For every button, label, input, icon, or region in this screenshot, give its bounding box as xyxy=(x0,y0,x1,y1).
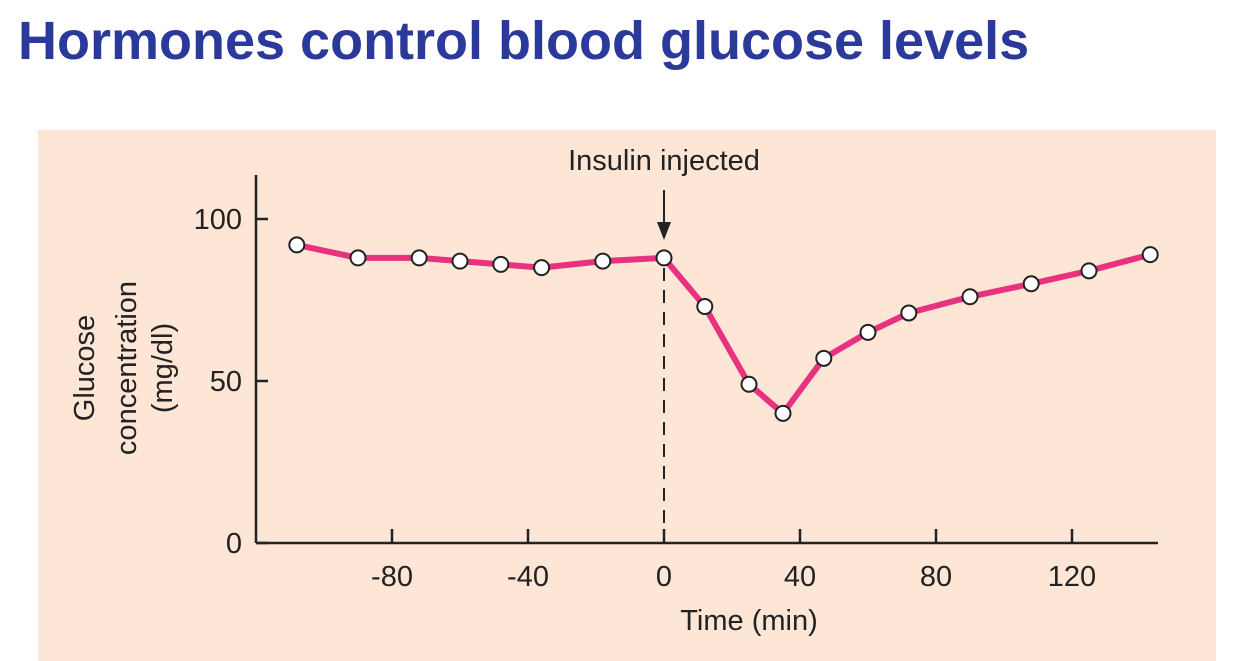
data-point xyxy=(696,297,714,315)
y-axis-label-line: (mg/dl) xyxy=(147,323,179,413)
figure-panel xyxy=(38,130,1216,661)
data-point xyxy=(1141,246,1159,264)
insulin-annotation-label: Insulin injected xyxy=(568,145,760,177)
data-point xyxy=(815,349,833,367)
data-point xyxy=(410,249,428,267)
data-point xyxy=(740,375,758,393)
insulin-arrow-head xyxy=(657,222,671,240)
data-point xyxy=(451,252,469,270)
data-point xyxy=(900,304,918,322)
data-point xyxy=(655,249,673,267)
x-tick-label: 0 xyxy=(656,561,672,593)
data-point xyxy=(961,288,979,306)
data-point xyxy=(594,252,612,270)
y-axis-label-line: concentration xyxy=(111,281,143,455)
data-point xyxy=(492,255,510,273)
y-axis-label-line: Glucose xyxy=(69,315,101,421)
x-tick-label: 80 xyxy=(920,561,952,593)
data-point xyxy=(533,259,551,277)
data-point xyxy=(1080,262,1098,280)
y-tick-label: 50 xyxy=(210,366,242,398)
data-point xyxy=(349,249,367,267)
x-axis-label: Time (min) xyxy=(680,605,817,637)
glucose-series-line xyxy=(293,241,1154,417)
slide-title: Hormones control blood glucose levels xyxy=(18,11,1030,71)
data-point xyxy=(288,236,306,254)
y-tick-label: 0 xyxy=(226,528,242,560)
data-point xyxy=(859,323,877,341)
y-tick-label: 100 xyxy=(194,204,242,236)
x-tick-label: -80 xyxy=(371,561,413,593)
data-point xyxy=(1022,275,1040,293)
data-point xyxy=(774,404,792,422)
x-tick-label: 40 xyxy=(784,561,816,593)
x-tick-label: -40 xyxy=(507,561,549,593)
x-tick-label: 120 xyxy=(1048,561,1096,593)
